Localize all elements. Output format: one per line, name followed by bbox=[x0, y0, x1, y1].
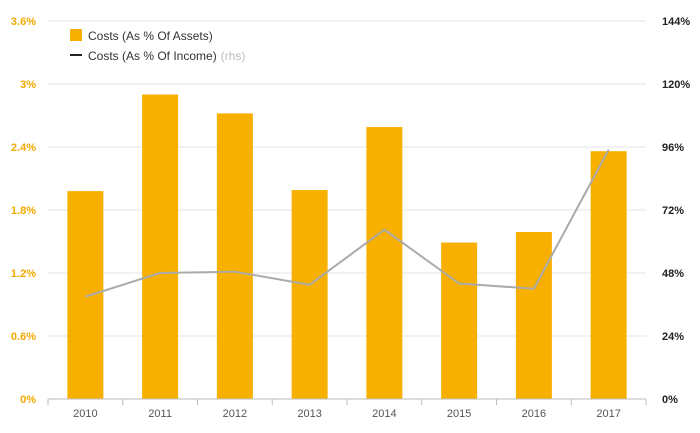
x-tick-label: 2016 bbox=[522, 408, 546, 420]
y-left-tick-label: 2.4% bbox=[11, 142, 36, 154]
y-left-tick-label: 0% bbox=[20, 394, 36, 406]
legend-label-line: Costs (As % Of Income) bbox=[88, 49, 217, 63]
legend-label-bar: Costs (As % Of Assets) bbox=[88, 29, 213, 43]
bar bbox=[291, 190, 328, 399]
legend-marker-bar bbox=[70, 29, 82, 41]
bar bbox=[441, 242, 478, 399]
y-right-tick-label: 144% bbox=[662, 16, 690, 28]
y-left-tick-label: 1.2% bbox=[11, 268, 36, 280]
x-tick-label: 2010 bbox=[73, 408, 97, 420]
y-axis-left: 0% 0.6% 1.2% 1.8% 2.4% 3% 3.6% bbox=[11, 16, 36, 406]
y-left-tick-label: 0.6% bbox=[11, 331, 36, 343]
bar bbox=[366, 127, 403, 400]
y-left-tick-label: 1.8% bbox=[11, 205, 36, 217]
legend: Costs (As % Of Assets) Costs (As % Of In… bbox=[70, 29, 245, 63]
x-axis-ticks: 2010 2011 2012 2013 2014 2015 2016 2017 bbox=[47, 399, 647, 420]
bar bbox=[67, 191, 104, 399]
y-left-tick-label: 3% bbox=[20, 79, 36, 91]
y-left-tick-label: 3.6% bbox=[11, 16, 36, 28]
bar-series bbox=[67, 94, 627, 400]
legend-label-line-suffix: (rhs) bbox=[221, 49, 246, 63]
gridlines bbox=[48, 20, 646, 337]
y-right-tick-label: 72% bbox=[662, 205, 684, 217]
y-right-tick-label: 96% bbox=[662, 142, 684, 154]
bar bbox=[590, 151, 627, 399]
y-right-tick-label: 120% bbox=[662, 79, 690, 91]
bar bbox=[142, 94, 179, 399]
y-right-tick-label: 0% bbox=[662, 394, 678, 406]
x-tick-label: 2012 bbox=[223, 408, 247, 420]
x-tick-label: 2011 bbox=[148, 408, 172, 420]
y-axis-right: 0% 24% 48% 72% 96% 120% 144% bbox=[662, 16, 690, 406]
y-right-tick-label: 24% bbox=[662, 331, 684, 343]
x-tick-label: 2014 bbox=[372, 408, 396, 420]
y-right-tick-label: 48% bbox=[662, 268, 684, 280]
bar bbox=[515, 232, 552, 399]
x-tick-label: 2013 bbox=[297, 408, 321, 420]
line-series bbox=[85, 149, 610, 298]
x-tick-label: 2017 bbox=[596, 408, 620, 420]
svg-text:Costs (As % Of Income)(rhs): Costs (As % Of Income) (rhs) bbox=[88, 49, 245, 63]
x-tick-label: 2015 bbox=[447, 408, 471, 420]
bar bbox=[216, 113, 253, 400]
